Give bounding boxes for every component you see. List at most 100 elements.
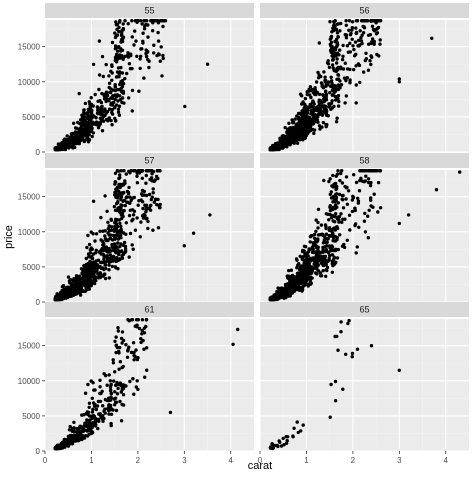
- data-point: [104, 373, 108, 378]
- data-point: [307, 89, 311, 93]
- data-point: [90, 254, 94, 259]
- data-point: [93, 239, 97, 243]
- data-point: [107, 99, 111, 103]
- data-point: [336, 169, 340, 173]
- data-point: [67, 428, 72, 432]
- data-point: [333, 261, 337, 265]
- data-point: [329, 36, 333, 40]
- data-point: [77, 277, 81, 281]
- data-point: [95, 269, 99, 273]
- data-point: [348, 228, 352, 232]
- data-point: [102, 242, 106, 246]
- data-point: [397, 77, 401, 81]
- data-point: [76, 290, 81, 295]
- x-tick-label: 2: [136, 456, 141, 465]
- data-point: [77, 426, 82, 430]
- data-point: [335, 42, 339, 46]
- data-point: [118, 360, 123, 364]
- data-point: [323, 223, 328, 227]
- data-point: [57, 147, 62, 152]
- data-point: [63, 439, 67, 443]
- data-point: [295, 141, 300, 145]
- data-point: [78, 293, 83, 297]
- data-point: [115, 392, 120, 396]
- data-point: [135, 181, 140, 185]
- data-point: [348, 81, 352, 85]
- data-point: [97, 87, 101, 92]
- data-point: [366, 33, 371, 37]
- y-tick-label: 0: [36, 447, 41, 456]
- data-point: [126, 51, 130, 55]
- data-point: [143, 24, 147, 29]
- data-point: [72, 420, 76, 424]
- data-point: [357, 189, 362, 193]
- data-point: [332, 68, 336, 72]
- data-point: [61, 445, 65, 449]
- facet-strip-label: 56: [359, 6, 369, 16]
- data-point: [336, 65, 340, 70]
- data-point: [323, 254, 328, 259]
- data-point: [146, 35, 150, 39]
- data-point: [137, 326, 142, 331]
- data-point: [104, 91, 108, 96]
- data-point: [326, 237, 330, 241]
- data-point: [161, 56, 165, 61]
- data-point: [110, 40, 115, 45]
- data-point: [323, 240, 328, 244]
- data-point: [107, 116, 112, 120]
- data-point: [151, 191, 155, 195]
- data-point: [276, 444, 280, 449]
- data-point: [73, 141, 78, 145]
- data-point: [93, 388, 97, 392]
- data-point: [295, 420, 299, 424]
- data-point: [340, 220, 344, 224]
- data-point: [115, 27, 119, 32]
- y-axis-title: price: [3, 225, 15, 249]
- data-point: [342, 76, 347, 80]
- data-point: [151, 29, 155, 33]
- data-point: [304, 125, 309, 130]
- data-point: [369, 41, 373, 46]
- facet-strip: [260, 3, 469, 18]
- data-point: [114, 244, 118, 248]
- data-point: [101, 274, 105, 278]
- data-point: [305, 105, 309, 109]
- data-point: [290, 118, 294, 122]
- data-point: [336, 104, 341, 108]
- data-point: [273, 295, 277, 300]
- data-point: [344, 19, 348, 23]
- data-point: [129, 169, 133, 173]
- data-point: [312, 259, 316, 263]
- data-point: [82, 108, 86, 112]
- data-point: [146, 23, 150, 27]
- data-point: [341, 206, 346, 210]
- data-point: [113, 370, 117, 374]
- data-point: [112, 100, 116, 105]
- data-point: [63, 137, 67, 141]
- data-point: [341, 67, 346, 71]
- data-point: [308, 85, 313, 89]
- data-point: [334, 37, 339, 42]
- data-point: [320, 84, 324, 88]
- data-point: [378, 38, 382, 42]
- data-point: [66, 139, 71, 144]
- data-point: [364, 174, 368, 178]
- data-point: [79, 134, 84, 138]
- data-point: [130, 88, 135, 93]
- data-point: [348, 33, 353, 37]
- data-point: [355, 347, 360, 351]
- data-point: [109, 228, 114, 232]
- data-point: [103, 237, 108, 241]
- data-point: [121, 364, 125, 369]
- data-point: [285, 439, 289, 443]
- data-point: [323, 75, 327, 79]
- data-point: [157, 203, 161, 208]
- data-point: [319, 257, 323, 261]
- data-point: [87, 405, 91, 409]
- data-point: [330, 227, 334, 232]
- data-point: [316, 120, 320, 124]
- data-point: [156, 226, 161, 230]
- data-point: [283, 142, 288, 147]
- data-point: [119, 79, 123, 84]
- data-point: [98, 391, 102, 396]
